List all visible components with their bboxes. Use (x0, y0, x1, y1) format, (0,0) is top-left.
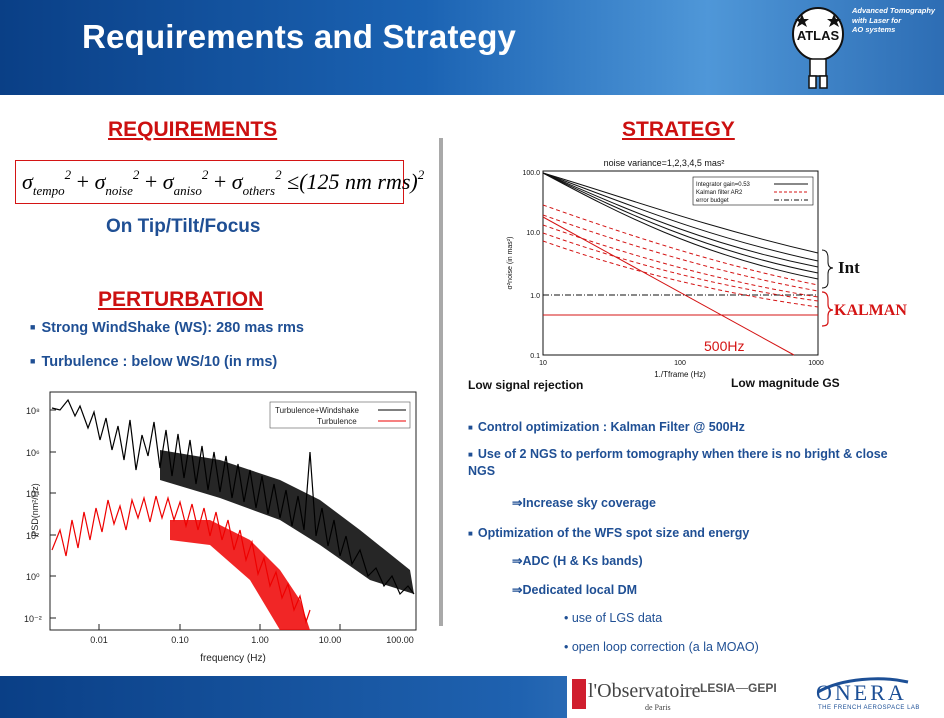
psd-curve-red-fill (170, 520, 310, 630)
noise-xlabel: 1./Tframe (Hz) (654, 370, 706, 379)
strategy-bullet: ■ Control optimization : Kalman Filter @ … (468, 419, 868, 436)
strategy-bullet-text: Optimization of the WFS spot size and en… (477, 526, 750, 540)
noise-plot-title: noise variance=1,2,3,4,5 mas² (604, 158, 725, 168)
label-kalman: KALMAN (834, 302, 907, 319)
sub-bullet: • use of LGS data (564, 611, 662, 625)
noise-xtick: 100 (674, 360, 686, 367)
rate-annotation: 500Hz (704, 338, 744, 354)
implication-item: ⇒Increase sky coverage (512, 495, 656, 510)
column-divider (439, 138, 443, 626)
psd-ytick: 10⁶ (26, 448, 40, 458)
perturbation-bullet-text: Turbulence : below WS/10 (in rms) (41, 354, 278, 370)
bullet-square-icon: ■ (30, 322, 36, 332)
noise-legend-label: Kalman filter AR2 (696, 190, 743, 196)
implication-item: ⇒Dedicated local DM (512, 582, 637, 597)
atlas-badge-text: ATLAS (797, 28, 840, 43)
formula-term-4: others (242, 183, 276, 198)
onera-logo-subtext: THE FRENCH AEROSPACE LAB (818, 705, 920, 711)
noise-slope-line (542, 216, 795, 356)
observatoire-logo-subtext: de Paris (645, 703, 671, 712)
logo-strip (567, 676, 944, 718)
psd-ylabel: PSD(nm²/Hz) (30, 483, 40, 537)
perturbation-bullet: ■ Strong WindShake (WS): 280 mas rms (30, 320, 304, 336)
caption-right: Low magnitude GS (731, 376, 840, 390)
implies-arrow-icon: ⇒ (512, 496, 523, 510)
caption-left: Low signal rejection (468, 378, 584, 392)
psd-xtick: 0.10 (171, 635, 189, 645)
psd-legend-label: Turbulence+Windshake (275, 406, 360, 415)
psd-xtick: 100.00 (386, 635, 414, 645)
strategy-bullet: ■ Optimization of the WFS spot size and e… (468, 525, 868, 542)
noise-ytick: 0.1 (530, 353, 540, 360)
psd-ytick: 10⁻² (24, 614, 42, 624)
psd-ytick: 10⁴ (26, 489, 40, 499)
formula-rhs: (125 nm rms) (299, 169, 418, 194)
header-banner (0, 0, 944, 95)
formula-term-3: aniso (173, 183, 202, 198)
page-title: Requirements and Strategy (82, 18, 517, 55)
formula-box (15, 160, 404, 204)
onera-logo-text: ONERA (816, 680, 907, 705)
psd-legend-label: Turbulence (317, 417, 357, 426)
noise-variance-plot: noise variance=1,2,3,4,5 mas² 100.0 10.0… (498, 155, 830, 383)
error-budget-formula: σtempo2 + σnoise2 + σaniso2 + σothers2 ≤… (22, 167, 425, 198)
noise-legend-label: Integrator gain=0.53 (696, 182, 751, 188)
gepi-logo-text: GEPI (748, 681, 777, 695)
noise-ytick: 10.0 (526, 230, 540, 237)
label-int: Int (838, 258, 860, 277)
psd-ytick: 10⁰ (26, 572, 40, 582)
psd-xlabel: frequency (Hz) (200, 653, 266, 664)
noise-ytick: 1.0 (530, 293, 540, 300)
implies-arrow-icon: ⇒ (512, 583, 523, 597)
strategy-bullet-text: Control optimization : Kalman Filter @ 5… (477, 420, 745, 434)
atlas-logo-icon: ATLAS (792, 7, 844, 89)
strategy-bullet: ■ Use of 2 NGS to perform tomography when… (468, 446, 900, 479)
formula-term-2: noise (105, 183, 133, 198)
psd-plot: 10⁸ 10⁶ 10⁴ 10² 10⁰ 10⁻² 0.01 0.10 1.00 … (20, 380, 425, 668)
noise-xtick: 10 (539, 360, 547, 367)
bullet-square-icon: ■ (468, 529, 473, 538)
observatoire-logo-icon (572, 679, 586, 709)
atlas-tagline: Advanced Tomography with Laser for AO sy… (852, 6, 936, 34)
psd-xtick: 0.01 (90, 635, 108, 645)
implication-text: Increase sky coverage (522, 496, 656, 510)
bullet-square-icon: ■ (30, 356, 36, 366)
bullet-dot-icon: • (564, 611, 572, 625)
sub-bullet-text: open loop correction (a la MOAO) (571, 640, 759, 654)
lesia-logo-text: LESIA (700, 681, 736, 695)
noise-xtick: 1000 (808, 360, 824, 367)
perturbation-heading: PERTURBATION (98, 288, 264, 311)
onera-swoosh-icon (817, 677, 909, 694)
logo-separator (736, 688, 748, 689)
sub-bullet: • open loop correction (a la MOAO) (564, 640, 759, 654)
noise-ytick: 100.0 (522, 170, 540, 177)
psd-ytick: 10² (26, 531, 39, 541)
perturbation-bullet: ■ Turbulence : below WS/10 (in rms) (30, 354, 277, 370)
bullet-square-icon: ■ (468, 450, 473, 459)
logo-separator (682, 688, 698, 689)
implication-text: ADC (H & Ks bands) (522, 554, 643, 568)
psd-curve-black-fill (160, 450, 414, 594)
bullet-dot-icon: • (564, 640, 572, 654)
noise-ylabel: σ²noise (in mas²) (507, 237, 514, 290)
perturbation-bullet-text: Strong WindShake (WS): 280 mas rms (41, 320, 304, 336)
requirements-heading: REQUIREMENTS (108, 118, 278, 141)
sub-bullet-text: use of LGS data (571, 611, 663, 625)
brace-icon (821, 249, 834, 327)
psd-xtick: 1.00 (251, 635, 269, 645)
implication-item: ⇒ADC (H & Ks bands) (512, 553, 643, 568)
formula-term-1: tempo (32, 183, 65, 198)
implication-text: Dedicated local DM (522, 583, 638, 597)
psd-xtick: 10.00 (319, 635, 342, 645)
implies-arrow-icon: ⇒ (512, 554, 523, 568)
strategy-heading: STRATEGY (622, 118, 735, 141)
strategy-bullet-text: Use of 2 NGS to perform tomography when … (468, 447, 888, 478)
kalman-curves (542, 204, 819, 308)
integrator-curves (542, 172, 819, 280)
observatoire-logo-text: l'Observatoire (588, 680, 701, 702)
scope-label: On Tip/Tilt/Focus (106, 216, 261, 237)
bullet-square-icon: ■ (468, 423, 473, 432)
noise-legend-label: error budget (696, 198, 729, 204)
psd-ytick: 10⁸ (26, 406, 40, 416)
